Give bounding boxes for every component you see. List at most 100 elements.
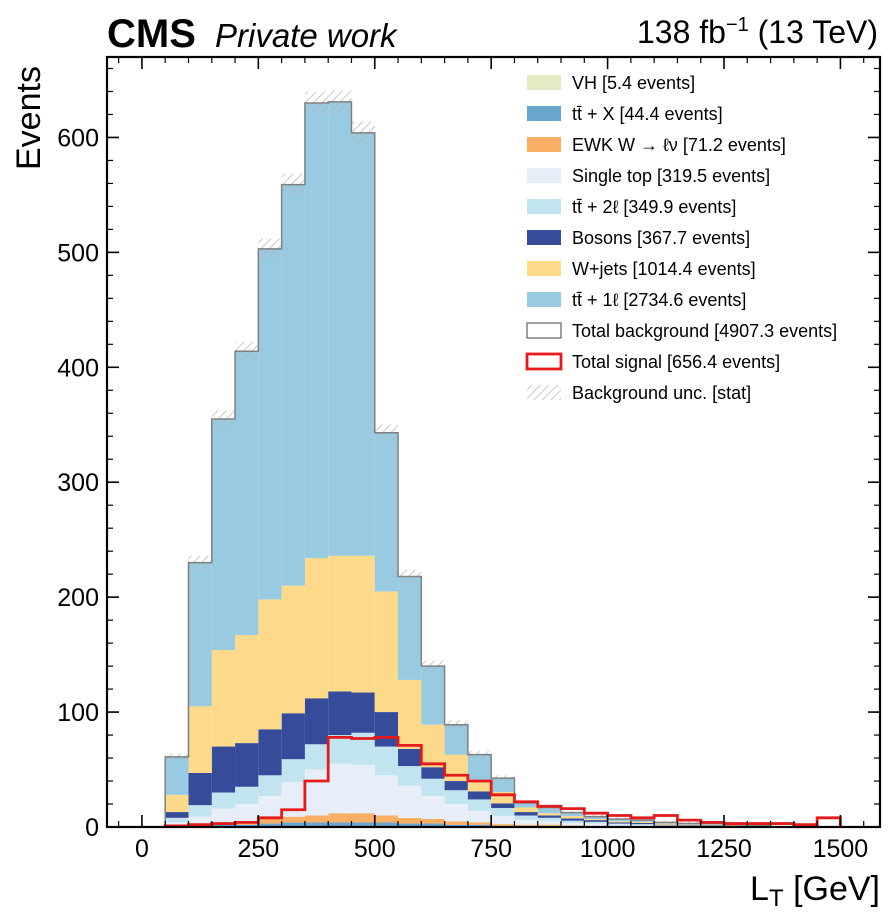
legend-label-total-background: Total background [4907.3 events]: [572, 321, 837, 341]
series-4-bar: [211, 792, 236, 809]
series-4-bar: [351, 732, 375, 765]
series-5-bar: [328, 691, 352, 736]
series-5-bar: [607, 822, 631, 824]
series-6-bar: [351, 555, 375, 693]
series-6-bar: [374, 591, 399, 713]
series-6-bar: [491, 791, 515, 804]
series-3-bar: [374, 775, 399, 816]
series-4-bar: [304, 744, 329, 770]
series-5-bar: [374, 712, 399, 747]
legend-label-series-4: tt̄ + 2ℓ [349.9 events]: [572, 197, 736, 217]
series-5-bar: [584, 820, 608, 822]
y-tick-label: 500: [57, 239, 99, 267]
series-6-bar: [537, 813, 562, 816]
legend-swatch-uncertainty: [527, 385, 561, 400]
axes-layer: 0 250 500 750 1000 1250 1500 0 100 200 300 400 500 60…: [57, 55, 882, 863]
series-3-bar: [491, 816, 515, 825]
series-2-bar: [304, 815, 329, 823]
series-6-bar: [211, 650, 236, 747]
legend-label-signal: Total signal [656.4 events]: [572, 352, 780, 372]
series-3-bar: [328, 763, 352, 814]
series-6-bar: [467, 779, 492, 792]
series-5-bar: [654, 824, 678, 826]
series-1-bar: [304, 822, 329, 827]
series-4-bar: [281, 759, 305, 783]
series-4-bar: [607, 823, 631, 825]
series-6-bar: [281, 585, 305, 714]
series-6-bar: [398, 679, 422, 749]
series-5-bar: [421, 767, 445, 779]
series-7-bar: [211, 419, 236, 651]
series-7-bar: [398, 576, 422, 680]
total-background-layer: [164, 101, 841, 828]
series-2-bar: [537, 824, 562, 826]
legend-label-series-3: Single top [319.5 events]: [572, 166, 770, 186]
legend-swatch-series-3: [527, 168, 561, 183]
legend-label-series-5: Bosons [367.7 events]: [572, 228, 750, 248]
series-3-bar: [165, 822, 189, 826]
series-6-bar: [607, 821, 631, 823]
legend-label-uncertainty: Background unc. [stat]: [572, 383, 751, 403]
series-6-bar: [514, 807, 538, 813]
series-5-bar: [281, 713, 305, 760]
series-7-bar: [491, 778, 515, 792]
x-tick-label: 250: [237, 835, 279, 863]
series-5-bar: [235, 743, 259, 787]
series-3-bar: [514, 820, 538, 825]
series-1-bar: [281, 822, 305, 827]
y-tick-label: 300: [57, 469, 99, 497]
series-3-bar: [584, 823, 608, 826]
x-tick-label: 500: [354, 835, 396, 863]
series-4-bar: [467, 799, 492, 811]
series-3-bar: [188, 816, 212, 825]
legend-swatch-series-2: [527, 137, 561, 152]
x-axis-title: LT [GeV]: [750, 870, 880, 912]
series-3-bar: [351, 764, 375, 814]
x-axis-title-unit: [GeV]: [784, 870, 880, 908]
x-tick-label: 1500: [813, 835, 869, 863]
total-background-line: [164, 101, 841, 828]
legend-swatch-series-6: [527, 261, 561, 276]
y-tick-label: 400: [57, 354, 99, 382]
series-4-bar: [491, 808, 515, 817]
legend-label-series-2: EWK W → ℓν [71.2 events]: [572, 135, 786, 155]
legend-label-series-0: VH [5.4 events]: [572, 73, 695, 93]
series-6-bar: [165, 794, 189, 813]
legend-swatch-total-background: [526, 322, 562, 339]
series-4-bar: [561, 820, 585, 823]
series-6-bar: [188, 706, 212, 773]
series-2-bar: [281, 816, 305, 823]
series-1-bar: [421, 823, 445, 827]
series-7-bar: [444, 724, 468, 755]
series-3-bar: [421, 795, 445, 819]
legend: VH [5.4 events] tt̄ + X [44.4 events] EWK …: [525, 73, 837, 403]
series-3-bar: [304, 769, 329, 816]
x-tick-label: 0: [135, 835, 149, 863]
series-5-bar: [677, 825, 701, 826]
legend-label-series-6: W+jets [1014.4 events]: [572, 259, 756, 279]
series-7-bar: [514, 802, 538, 808]
series-6-bar: [258, 599, 282, 730]
series-6-bar: [444, 754, 468, 782]
legend-swatch-series-5: [527, 230, 561, 245]
series-3-bar: [258, 795, 282, 819]
series-2-bar: [514, 824, 538, 826]
legend-label-series-1: tt̄ + X [44.4 events]: [572, 104, 723, 124]
lumi-value: 138 fb: [637, 14, 726, 50]
series-5-bar: [630, 822, 655, 825]
series-7-bar: [328, 101, 352, 556]
series-2-bar: [398, 817, 422, 824]
legend-swatch-series-1: [527, 106, 561, 121]
cms-label: CMS: [107, 12, 196, 56]
series-3-bar: [537, 821, 562, 825]
y-tick-label: 0: [85, 814, 99, 842]
series-6-bar: [304, 558, 329, 699]
series-6-bar: [561, 816, 585, 819]
series-4-bar: [235, 786, 259, 805]
series-1-bar: [444, 824, 468, 827]
y-tick-label: 100: [57, 699, 99, 727]
x-tick-label: 750: [470, 835, 512, 863]
signal-layer: [163, 735, 842, 828]
series-5-bar: [398, 748, 422, 767]
